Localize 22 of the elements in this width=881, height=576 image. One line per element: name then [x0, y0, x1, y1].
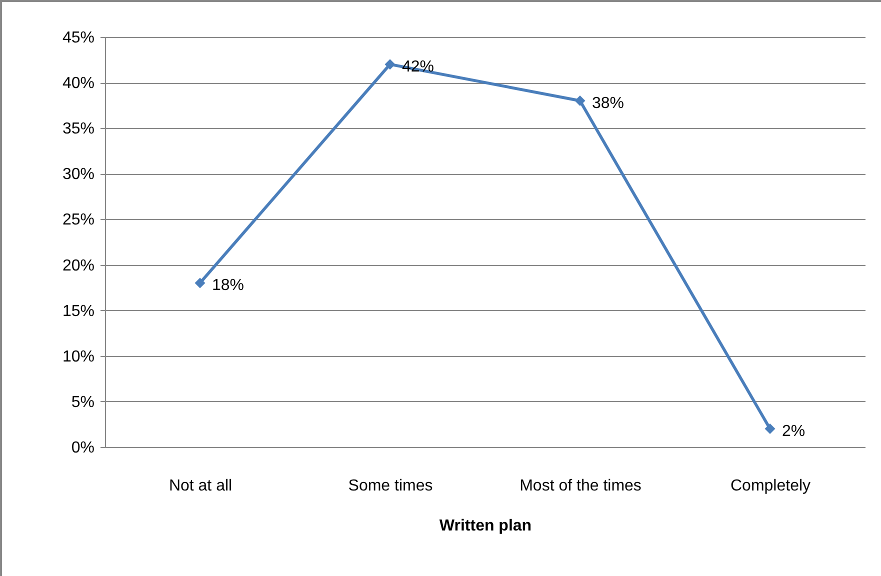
x-tick-label: Most of the times: [520, 478, 642, 494]
point: [384, 59, 396, 70]
x-axis-title: Written plan: [439, 518, 532, 534]
point: [764, 424, 776, 434]
data-label: 38%: [592, 94, 624, 112]
point: [574, 96, 586, 106]
y-tick-label: 35%: [62, 120, 94, 138]
data-label: 18%: [212, 277, 244, 294]
y-tick-label: 30%: [62, 166, 94, 184]
x-tick-label: Not at all: [168, 478, 232, 494]
y-tick-label: 5%: [71, 394, 94, 411]
x-tick-label: Completely: [730, 478, 811, 494]
data-label: 2%: [782, 422, 806, 440]
x-tick-label: Some times: [348, 478, 433, 494]
y-tick-label: 0%: [71, 440, 94, 456]
y-tick-label: 25%: [62, 212, 94, 229]
y-tick-label: 40%: [62, 75, 94, 92]
y-tick-label: 10%: [62, 348, 94, 366]
y-tick-label: 20%: [62, 257, 94, 274]
point: [194, 278, 206, 288]
y-tick-label: 15%: [62, 302, 94, 320]
y-tick-label: 45%: [62, 30, 94, 46]
